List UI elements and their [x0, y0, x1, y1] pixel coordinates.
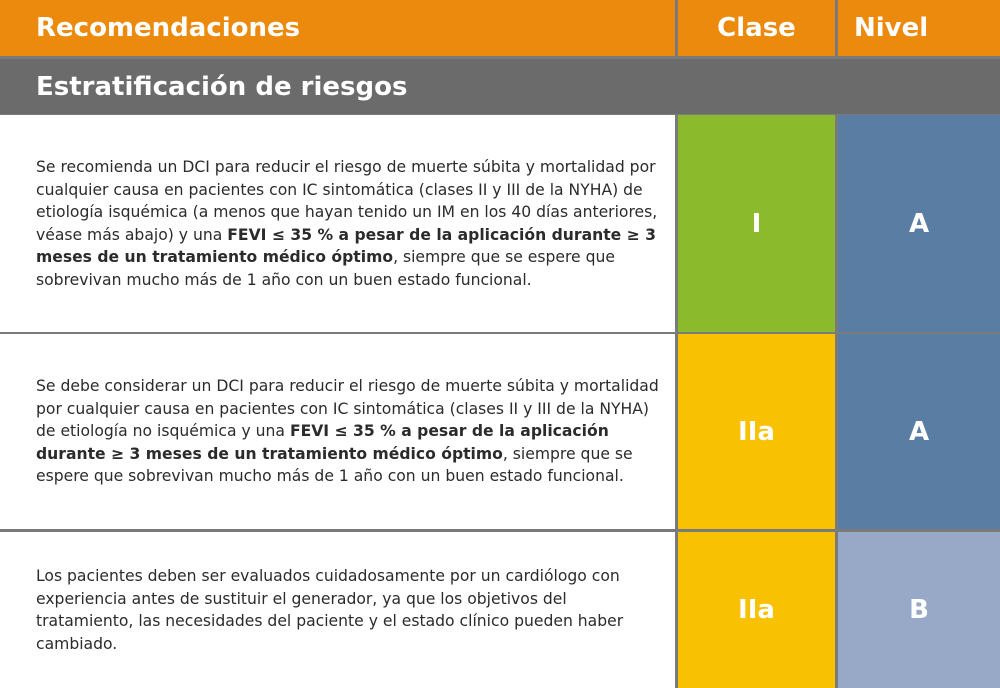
row-2-class: IIa — [678, 334, 835, 529]
row-1-class: I — [678, 115, 835, 332]
row-2-text-end: , siempre que se espere que sobrevivan m… — [36, 444, 633, 486]
row-3-level: B — [838, 532, 1000, 688]
row-1-level: A — [838, 115, 1000, 332]
row-2-text-plain: Se debe considerar un DCI para reducir e… — [36, 377, 659, 441]
row-1-text: Se recomienda un DCI para reducir el rie… — [0, 115, 675, 332]
row-1-text-plain: Se recomienda un DCI para reducir el rie… — [36, 158, 658, 244]
header-recommendations: Recomendaciones — [0, 0, 675, 56]
row-1-text-end: , siempre que se espere que sobrevivan m… — [36, 248, 615, 289]
row-2-level: A — [838, 334, 1000, 529]
row-3-class: IIa — [678, 532, 835, 688]
header-class: Clase — [678, 0, 835, 56]
row-2-text-bold: FEVI ≤ 35 % a pesar de la aplicación dur… — [36, 422, 609, 463]
row-3-text: Los pacientes deben ser evaluados cuidad… — [0, 532, 675, 688]
row-2-text: Se debe considerar un DCI para reducir e… — [0, 334, 675, 529]
header-level: Nivel — [838, 0, 1000, 56]
row-1-text-bold: FEVI ≤ 35 % a pesar de la aplicación dur… — [36, 225, 656, 267]
section-title: Estratificación de riesgos — [0, 59, 1000, 114]
row-3-text-plain: Los pacientes deben ser evaluados cuidad… — [36, 567, 624, 653]
